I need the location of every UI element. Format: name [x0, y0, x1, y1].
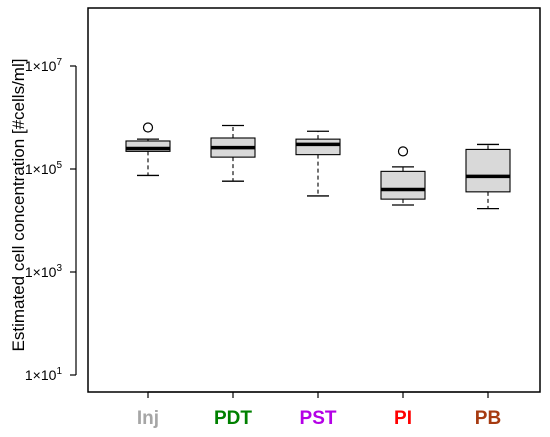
box-inj: [125, 122, 171, 177]
x-axis: Inj PDT PST PI PB: [137, 391, 501, 429]
iqr-box-pi: [380, 170, 426, 200]
y-axis: 1×101 1×103 1×105 1×107: [25, 57, 77, 383]
plot-frame: [87, 7, 541, 393]
iqr-box-pb: [465, 148, 511, 193]
x-label-pdt: PDT: [214, 408, 252, 429]
y-tick-label-1: 1×101: [25, 366, 63, 383]
iqr-box-inj: [125, 140, 171, 152]
box-pdt: [210, 124, 256, 182]
x-label-inj: Inj: [137, 408, 159, 429]
x-label-pb: PB: [475, 408, 501, 429]
y-tick-label-7: 1×107: [25, 57, 63, 74]
box-pst: [295, 130, 341, 197]
y-tick-label-5: 1×105: [25, 160, 63, 177]
iqr-box-pst: [295, 138, 341, 156]
box-pi: [380, 146, 426, 206]
boxes: [125, 122, 511, 210]
box-pb: [465, 143, 511, 210]
y-tick-label-3: 1×103: [25, 263, 63, 280]
x-label-pst: PST: [300, 408, 337, 429]
x-label-pi: PI: [394, 408, 412, 429]
outlier-inj-0: [142, 122, 154, 133]
y-axis-title: Estimated cell concentration [#cells/ml]: [9, 59, 28, 352]
outlier-pi-0: [397, 146, 409, 157]
